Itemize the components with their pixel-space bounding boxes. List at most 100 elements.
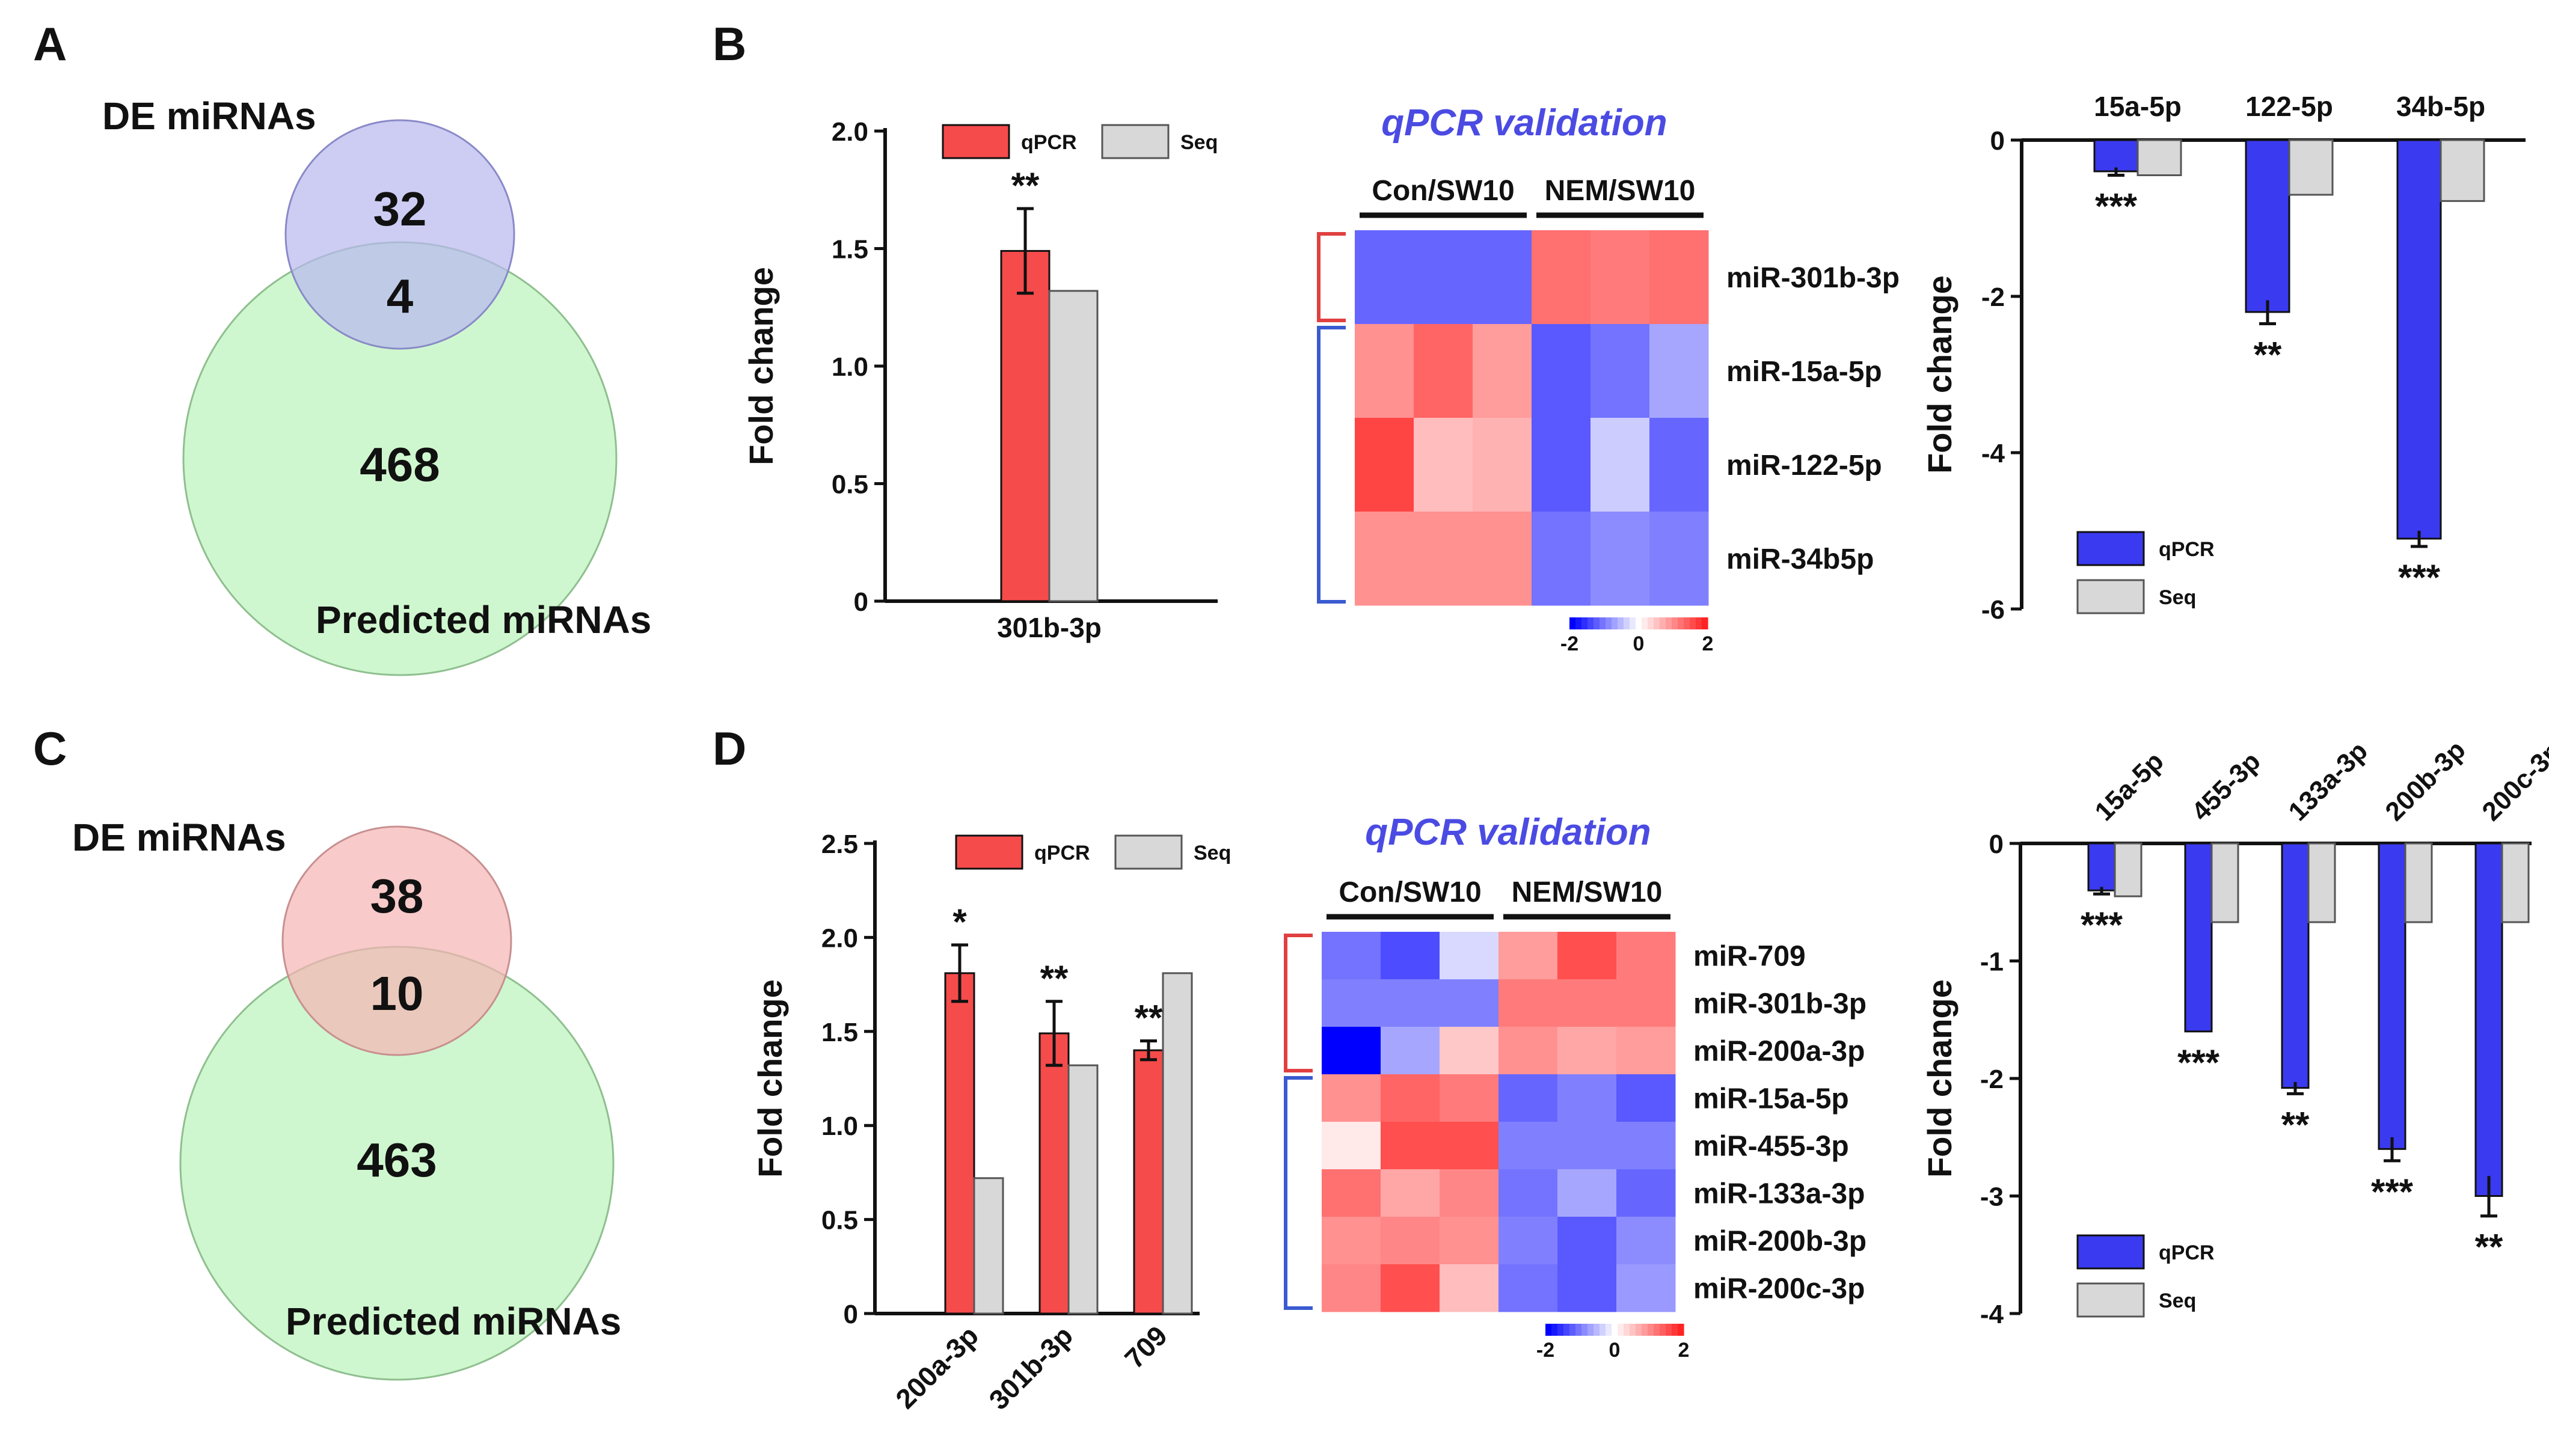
heatmap-cell xyxy=(1557,1264,1617,1312)
y-tick-label: -4 xyxy=(1980,1300,2004,1329)
heatmap-cell xyxy=(1440,1264,1499,1312)
heatmap-cell xyxy=(1590,324,1650,418)
legend-label-seq: Seq xyxy=(1194,842,1231,864)
bar-qpcr-122-5p xyxy=(2245,139,2290,313)
venn-a-only-top-count: 32 xyxy=(373,182,427,236)
heatmap-cell xyxy=(1616,1122,1676,1170)
y-tick-label: 1.0 xyxy=(821,1112,858,1141)
y-tick-label: 0 xyxy=(854,587,868,617)
legend-swatch-seq xyxy=(2076,1282,2145,1318)
bar-seq-15a-5p xyxy=(2136,139,2182,176)
color-scale-segment xyxy=(1545,1324,1552,1336)
row-label: miR-301b-3p xyxy=(1693,988,1867,1020)
bar-seq-122-5p xyxy=(2288,139,2334,196)
color-scale-segment xyxy=(1654,617,1660,629)
heatmap-cell xyxy=(1473,418,1532,512)
y-axis-label: Fold change xyxy=(742,267,780,465)
color-scale-segment xyxy=(1702,617,1708,629)
row-group-bracket xyxy=(1317,326,1346,604)
legend-swatch-qpcr xyxy=(955,834,1023,870)
significance-marker: *** xyxy=(2398,557,2441,598)
heatmap-cell xyxy=(1649,418,1709,512)
heatmap-cell xyxy=(1414,512,1473,606)
heatmap-cell xyxy=(1473,230,1532,325)
venn-diagram-a: DE miRNAs 32 4 468 Predicted miRNAs xyxy=(102,94,651,676)
bar-qpcr-15a-5p xyxy=(2093,139,2139,173)
color-scale-segment xyxy=(1678,1324,1684,1336)
color-scale-segment xyxy=(1666,617,1672,629)
x-tick-label: 15a-5p xyxy=(2094,91,2182,122)
heatmap-cell xyxy=(1440,1122,1499,1170)
legend-swatch-seq xyxy=(1114,834,1183,870)
bar-seq-200c-3p xyxy=(2501,842,2530,923)
row-label: miR-455-3p xyxy=(1693,1131,1849,1163)
x-tick-label: 133a-3p xyxy=(2283,736,2373,827)
heatmap-cell xyxy=(1557,979,1617,1027)
color-scale-segment xyxy=(1654,1324,1660,1336)
color-scale-tick: 2 xyxy=(1678,1339,1690,1362)
chart-b-heatmap: qPCR validation Con/SW10 NEM/SW10 miR-301b-… xyxy=(1317,102,1900,655)
heatmap-cell xyxy=(1557,1027,1617,1075)
x-tick-label: 200c-3p xyxy=(2476,736,2549,827)
heatmap-cell xyxy=(1381,1122,1440,1170)
heatmap-cell xyxy=(1498,1217,1558,1265)
heatmap-cell xyxy=(1616,979,1676,1027)
panel-label-b: B xyxy=(713,17,746,70)
significance-marker: ** xyxy=(2475,1227,2503,1267)
heatmap-cell xyxy=(1440,932,1499,980)
significance-marker: *** xyxy=(2081,905,2123,945)
legend-label-qpcr: qPCR xyxy=(1021,131,1077,154)
color-scale-segment xyxy=(1594,1324,1600,1336)
heatmap-cell xyxy=(1381,979,1440,1027)
color-scale-segment xyxy=(1569,617,1576,629)
heatmap-cell xyxy=(1414,324,1473,418)
chart-b-downregulated-bar: 0 -2 -4 -6 Fold change *** 15a-5p ** 122-5p *** 34… xyxy=(1921,91,2526,625)
bar-qpcr-133a-3p xyxy=(2281,842,2310,1089)
chart-d-downregulated-bar: 0 -1 -2 -3 -4 Fold change *** 15a-5p *** 455-3p **… xyxy=(1921,735,2549,1329)
heatmap-cell xyxy=(1498,1264,1558,1312)
bar-seq-200a-3p xyxy=(973,1177,1004,1315)
significance-marker: ** xyxy=(2254,335,2282,375)
x-tick-label: 200b-3p xyxy=(2379,735,2471,827)
heatmap-cell xyxy=(1381,1169,1440,1217)
panel-label-d: D xyxy=(713,722,746,775)
panel-label-c: C xyxy=(33,722,67,775)
row-label: miR-200b-3p xyxy=(1693,1226,1867,1258)
heatmap-cell xyxy=(1381,932,1440,980)
legend-label-seq: Seq xyxy=(1180,131,1218,154)
heatmap-cell xyxy=(1473,512,1532,606)
bar-qpcr-200a-3p xyxy=(944,972,975,1315)
heatmap-title: qPCR validation xyxy=(1381,102,1667,144)
y-tick-label: 2.0 xyxy=(821,923,858,953)
heatmap-cell xyxy=(1381,1027,1440,1075)
heatmap-cell xyxy=(1532,512,1591,606)
heatmap-cell xyxy=(1649,324,1709,418)
legend-label-seq: Seq xyxy=(2159,586,2196,609)
heatmap-cell xyxy=(1532,418,1591,512)
heatmap-cell xyxy=(1440,1074,1499,1122)
significance-marker: ** xyxy=(2281,1104,2310,1145)
heatmap-cell xyxy=(1322,1217,1381,1265)
heatmap-cell xyxy=(1355,512,1414,606)
bar-seq-301b-3p xyxy=(1067,1064,1099,1315)
legend-label-qpcr: qPCR xyxy=(1034,842,1090,864)
row-label: miR-133a-3p xyxy=(1693,1178,1865,1210)
heatmap-cell xyxy=(1498,1027,1558,1075)
venn-c-bottom-label: Predicted miRNAs xyxy=(286,1300,621,1343)
heatmap-title: qPCR validation xyxy=(1365,812,1651,853)
row-label: miR-301b-3p xyxy=(1726,262,1900,294)
significance-marker: *** xyxy=(2177,1042,2220,1083)
color-scale-segment xyxy=(1600,617,1606,629)
heatmap-cell xyxy=(1616,1027,1676,1075)
row-group-bracket xyxy=(1317,232,1346,322)
x-tick-label: 301b-3p xyxy=(997,612,1102,643)
color-scale-segment xyxy=(1557,1324,1564,1336)
row-label: miR-122-5p xyxy=(1726,450,1882,482)
y-axis-label: Fold change xyxy=(751,979,789,1178)
column-group-label: Con/SW10 xyxy=(1372,175,1514,207)
legend-swatch-qpcr xyxy=(2076,531,2145,566)
color-scale-tick: -2 xyxy=(1536,1339,1554,1362)
color-scale-segment xyxy=(1678,617,1684,629)
heatmap-cell xyxy=(1616,1217,1676,1265)
x-tick-label: 15a-5p xyxy=(2089,747,2169,827)
